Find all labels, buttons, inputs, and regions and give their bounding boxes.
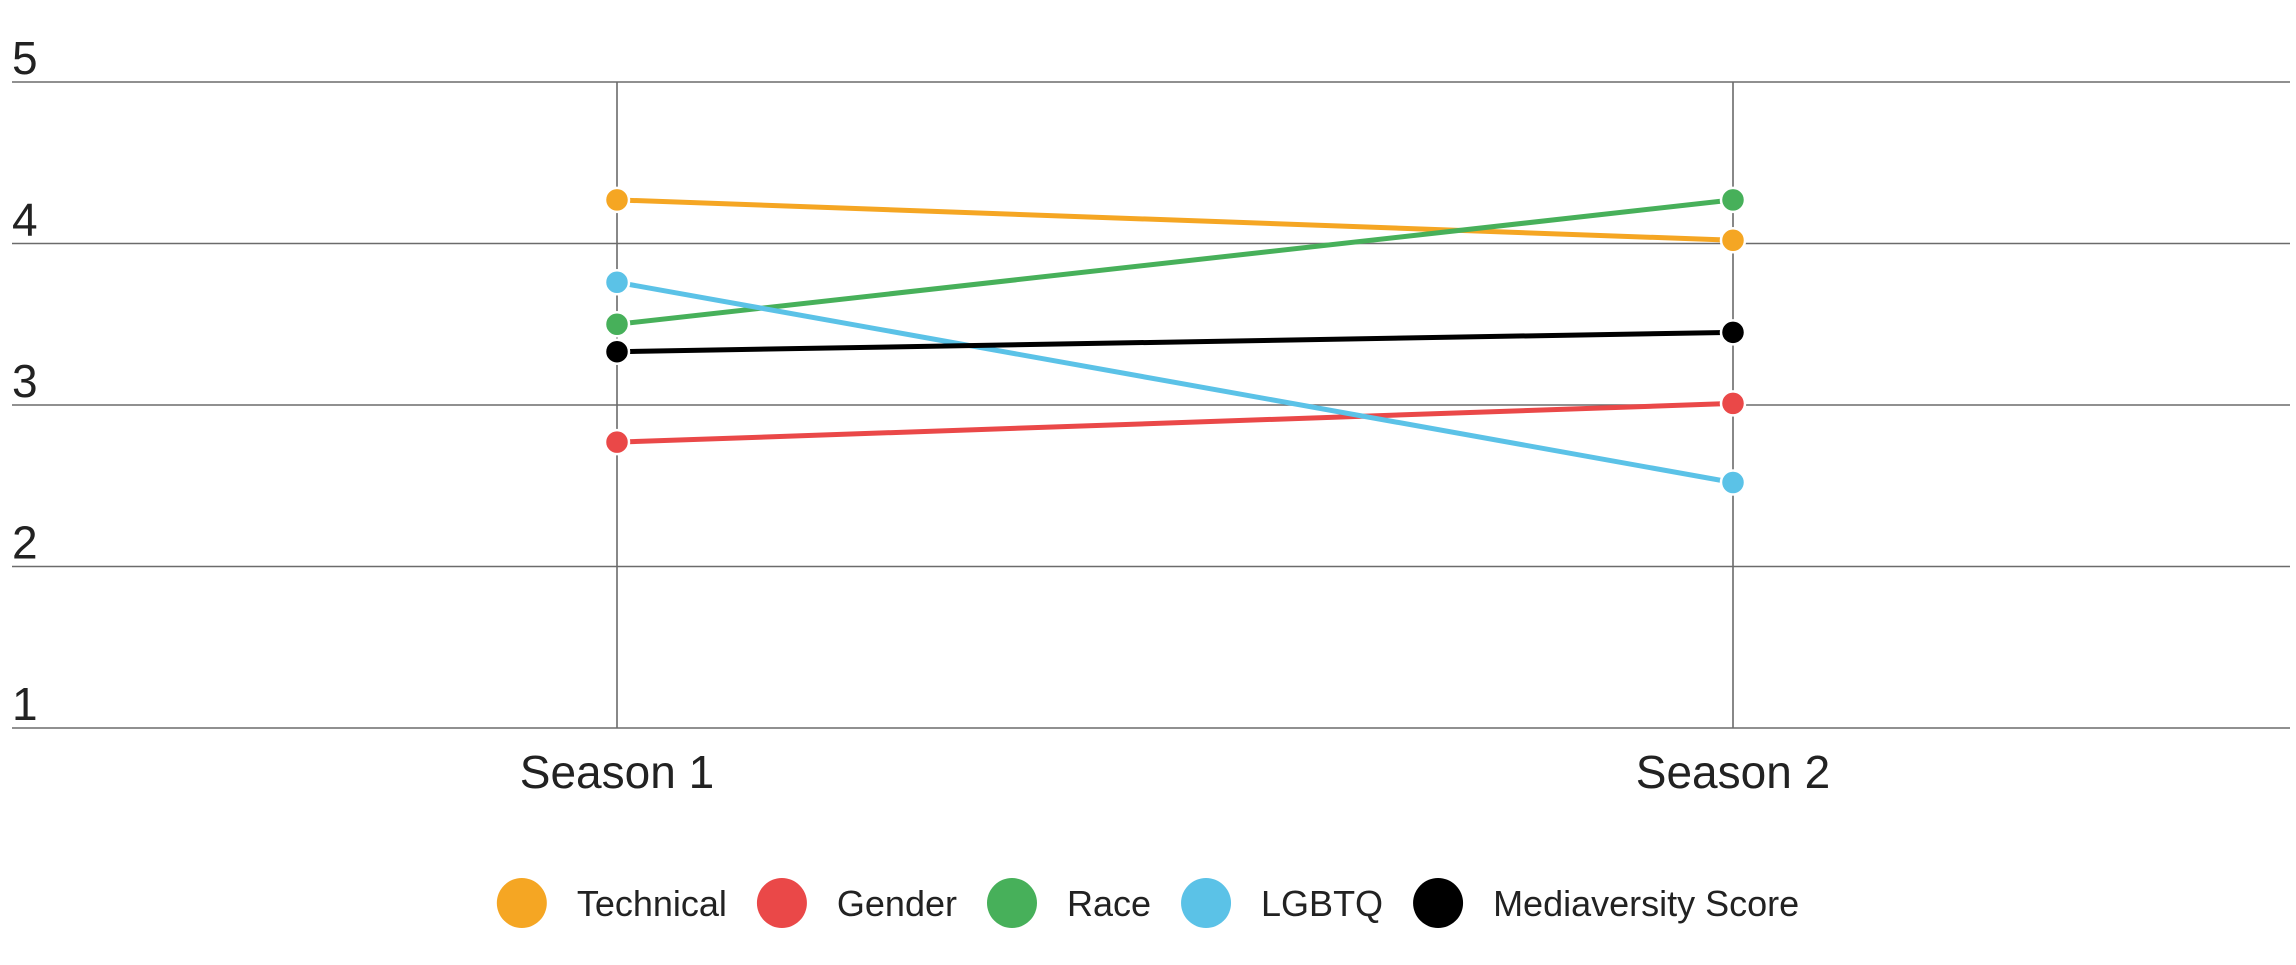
y-tick-label: 2	[12, 517, 38, 569]
series-line	[616, 329, 1734, 355]
data-point	[1719, 186, 1747, 214]
data-point	[603, 311, 631, 338]
x-tick-label: Season 2	[1636, 746, 1830, 798]
legend-marker	[1413, 878, 1464, 928]
series-line	[616, 197, 1734, 243]
legend-marker	[1181, 878, 1232, 928]
data-point	[603, 186, 631, 214]
series	[603, 186, 1747, 496]
series-points	[603, 186, 1747, 496]
series-lines	[616, 197, 1734, 485]
y-tick-label: 3	[12, 355, 38, 407]
y-tick-label: 4	[12, 194, 38, 246]
data-point	[1719, 227, 1747, 254]
legend-marker	[756, 878, 807, 928]
data-point	[1719, 319, 1747, 346]
data-point	[603, 338, 631, 365]
series-line	[616, 279, 1734, 485]
y-axis-ticks: 1 2 3 4 5	[12, 32, 38, 730]
legend-marker	[496, 878, 547, 928]
data-point	[1719, 469, 1747, 496]
legend-label: Race	[1067, 883, 1151, 924]
y-tick-label: 1	[12, 678, 38, 730]
x-tick-label: Season 1	[520, 746, 714, 798]
legend-label: Gender	[837, 883, 957, 924]
legend-marker	[986, 878, 1037, 928]
series-line	[616, 197, 1734, 327]
legend-label: Technical	[577, 883, 727, 924]
legend-label: Mediaversity Score	[1493, 883, 1799, 924]
series-line	[616, 400, 1734, 445]
x-axis-ticks: Season 1 Season 2	[520, 746, 1830, 798]
data-point	[1719, 390, 1747, 417]
grid	[12, 81, 2290, 729]
y-tick-label: 5	[12, 32, 38, 84]
legend-label: LGBTQ	[1261, 883, 1383, 924]
legend: Technical Gender Race LGBTQ Mediaversity…	[496, 878, 1799, 928]
data-point	[603, 428, 631, 456]
data-point	[603, 269, 631, 296]
